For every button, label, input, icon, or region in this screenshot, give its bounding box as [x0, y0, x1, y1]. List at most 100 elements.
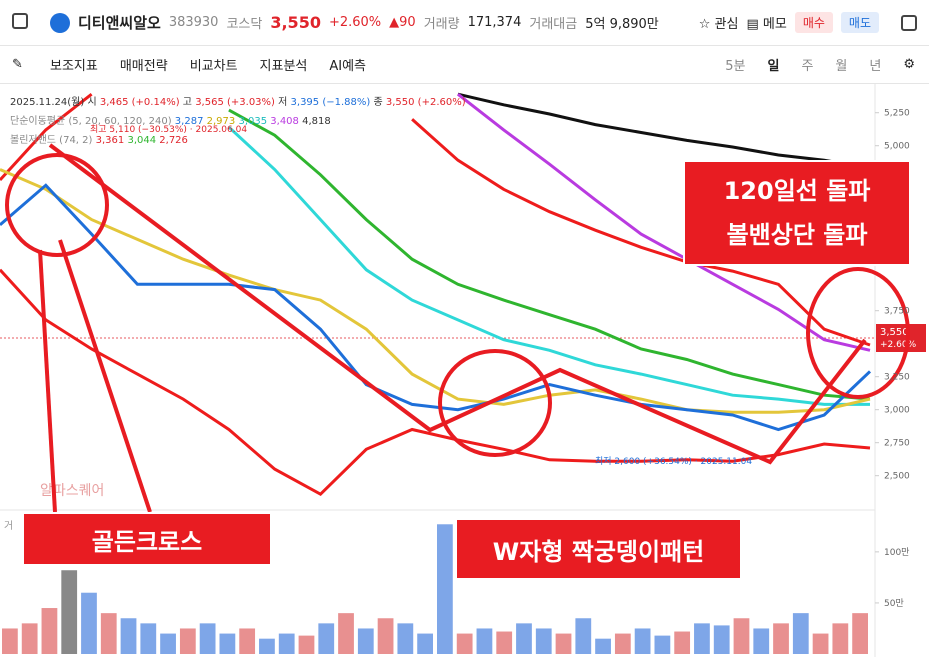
low: 3,395 (−1.88%)	[290, 97, 371, 108]
volume-bar	[496, 631, 513, 654]
ma-line	[0, 168, 871, 414]
volume-bar	[456, 633, 473, 654]
buy-button[interactable]: 매수	[794, 12, 833, 33]
volume-bar	[773, 623, 789, 654]
volume-bar	[318, 623, 335, 654]
annotation-box: 골든크로스	[22, 512, 272, 566]
annotation: 볼밴상단 돌파	[726, 221, 868, 249]
info: 2025.11.24(월) 시 3,465 (+0.14%) 고 3,565 (…	[10, 93, 466, 150]
tool[interactable]: 보조지표	[50, 59, 98, 74]
volume-bar	[160, 633, 176, 654]
volume-bar	[713, 625, 730, 654]
annotation: 120일선 돌파	[723, 177, 871, 205]
tool[interactable]: AI예측	[329, 59, 367, 74]
volume-bar	[417, 633, 433, 654]
volume-bar	[555, 633, 572, 654]
volume-bar	[21, 623, 38, 654]
ma: 2,973	[206, 116, 236, 127]
high: 3,565 (+3.03%)	[195, 97, 275, 108]
volume-bar	[535, 628, 552, 654]
volume-bar	[614, 633, 631, 654]
volume-bar	[654, 635, 671, 654]
y-tick-label: 50만	[884, 598, 904, 609]
label: 고	[182, 97, 192, 108]
volume-bar	[792, 613, 809, 654]
period[interactable]: 월	[835, 59, 848, 74]
volume-label: 거래량	[423, 17, 460, 32]
stock-code: 383930	[168, 15, 219, 30]
ma-line	[228, 108, 871, 401]
watch-button[interactable]: ☆ 관심	[698, 17, 739, 32]
volume-bar	[812, 633, 829, 654]
period[interactable]: 일	[767, 59, 780, 74]
y-tick-label: 2,500	[884, 472, 910, 482]
y-tick-label: 3,750	[884, 307, 910, 317]
volume-bar	[674, 631, 691, 654]
watermark: 알파스퀘어	[40, 483, 104, 499]
volume-bar	[120, 618, 137, 654]
ma: 4,818	[302, 116, 331, 127]
volume-bar	[219, 633, 236, 654]
watch-label: 관심	[714, 17, 739, 32]
tool[interactable]: 매매전략	[119, 59, 168, 74]
volume-label: 거	[4, 520, 13, 532]
volume-bar	[437, 524, 453, 654]
volume-bar	[733, 618, 750, 654]
volume-bar	[852, 613, 868, 654]
volume-bar	[377, 618, 394, 654]
open: 3,465 (+0.14%)	[99, 97, 180, 108]
label: 볼린저밴드 (74, 2)	[10, 135, 93, 146]
volume-bar	[832, 623, 849, 654]
volume-bar	[595, 638, 611, 654]
change: ▲90	[389, 15, 416, 30]
ma-line	[0, 183, 872, 432]
bb: 3,044	[127, 135, 157, 146]
period[interactable]: 주	[801, 59, 814, 74]
label: 시	[87, 97, 97, 108]
ma-line	[227, 126, 870, 406]
logo	[50, 12, 70, 33]
draw-icon[interactable]: ✎	[12, 57, 23, 72]
volume-bar	[298, 635, 315, 654]
volume: 171,374	[467, 15, 522, 30]
volume-bar	[278, 633, 295, 654]
volume-bar	[338, 613, 354, 654]
change-pct: +2.60%	[328, 15, 382, 30]
volume-bar	[259, 638, 275, 654]
price-tag-change: +2.60%	[880, 340, 917, 350]
period[interactable]: 5분	[725, 59, 746, 74]
volume-bar	[397, 623, 414, 654]
amount-label: 거래대금	[529, 17, 578, 32]
toolbar: ✎ 보조지표 매매전략 비교차트 지표분석 AI예측 5분 일 주 월 년 ⚙	[0, 46, 929, 84]
close: 3,550 (+2.60%)	[385, 97, 466, 108]
volume-bar	[81, 592, 97, 654]
tool[interactable]: 지표분석	[259, 59, 308, 74]
price: 3,550	[270, 13, 321, 32]
change-value: 90	[399, 15, 416, 30]
chart: 최고 5,110 (−30.53%) · 2025.06.04 최저 2,600…	[0, 84, 926, 657]
y-tick-label: 100만	[884, 547, 909, 558]
ma-line	[456, 93, 871, 352]
y-tick-label: 5,250	[884, 109, 910, 119]
annotation-box: W자형 짝궁뎅이패턴	[455, 518, 742, 580]
ma: 3,287	[174, 116, 204, 127]
tool[interactable]: 비교차트	[189, 59, 238, 74]
amount: 5억 9,890만	[585, 17, 659, 32]
header: 디티앤씨알오 383930 코스닥 3,550 +2.60% ▲90 거래량 1…	[0, 0, 929, 46]
volume-bar	[634, 628, 651, 654]
volume-bar	[2, 628, 18, 654]
sell-button[interactable]: 매도	[840, 12, 879, 33]
settings-icon[interactable]: ⚙	[903, 57, 915, 72]
ma-line: 단순이동평균 (5, 20, 60, 120, 240) 3,287 2,973…	[10, 112, 466, 131]
period[interactable]: 년	[869, 59, 882, 74]
date: 2025.11.24(월)	[10, 97, 85, 108]
sidebar-icon[interactable]	[12, 13, 28, 29]
ma-line	[457, 92, 871, 170]
memo-button[interactable]: ▤ 메모	[746, 17, 787, 32]
ma-line	[0, 93, 871, 347]
label: 종	[373, 97, 383, 108]
panel-icon[interactable]	[901, 14, 917, 31]
volume-bar	[140, 623, 157, 654]
